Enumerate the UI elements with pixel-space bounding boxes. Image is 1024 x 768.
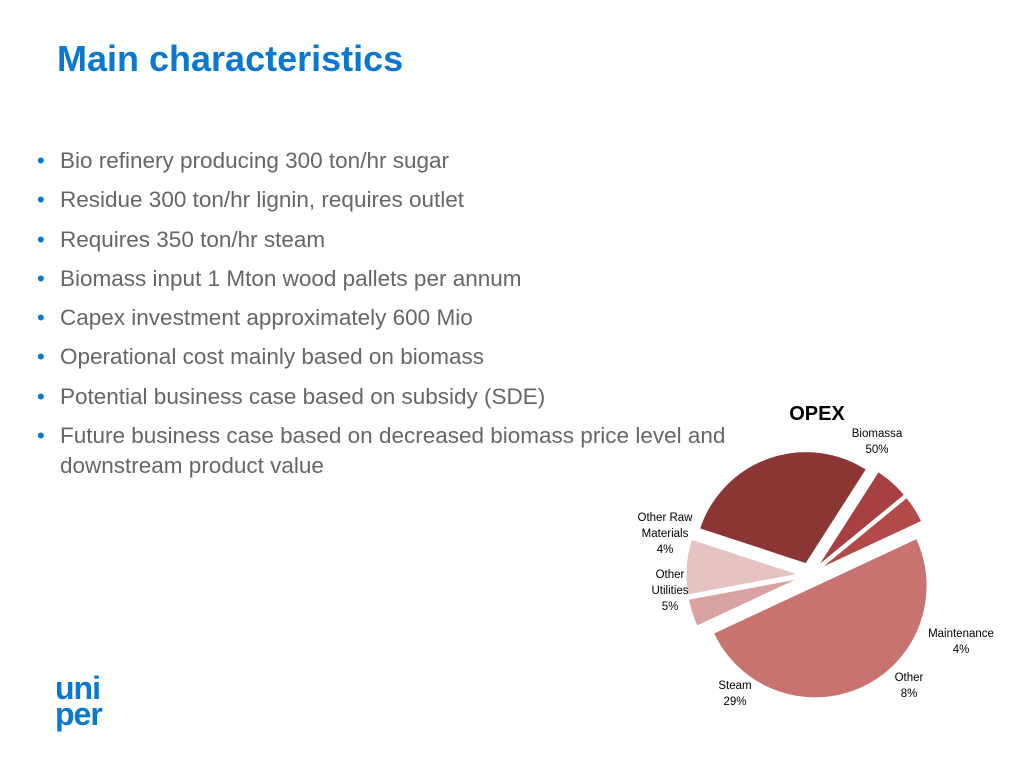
bullet-text: Future business case based on decreased …	[60, 423, 726, 479]
bullet-text: Residue 300 ton/hr lignin, requires outl…	[60, 187, 465, 213]
uniper-logo: uni per	[55, 670, 103, 732]
bullet-item: • Biomass input 1 Mton wood pallets per a…	[36, 264, 736, 294]
bullet-icon: •	[37, 383, 45, 409]
pie-label-steam: Steam 29%	[718, 680, 751, 708]
logo-line-2: per	[55, 696, 103, 732]
bullet-item: • Potential business case based on subsid…	[36, 382, 736, 412]
bullet-text: Capex investment approximately 600 Mio	[60, 305, 473, 331]
bullet-list: • Bio refinery producing 300 ton/hr sugar…	[36, 146, 736, 490]
opex-pie-chart: OPEX Biomassa 50% Maintenance 4%Other 8% Stea…	[638, 403, 994, 708]
pie-label-other-raw-materials: Other Raw Materials 4%	[638, 512, 694, 556]
bullet-text: Biomass input 1 Mton wood pallets per an…	[60, 265, 522, 291]
bullet-text: Bio refinery producing 300 ton/hr sugar	[60, 148, 449, 173]
pie-label-biomassa: Biomassa 50%	[852, 428, 903, 456]
pie-slice-steam	[698, 451, 868, 565]
bullet-icon: •	[37, 344, 45, 370]
pie-slice-maintenance	[687, 578, 799, 627]
bullet-icon: •	[37, 187, 45, 213]
bullet-icon: •	[37, 226, 45, 252]
bullet-item: • Capex investment approximately 600 Mio	[36, 303, 736, 333]
bullet-item: • Operational cost mainly based on biomas…	[36, 342, 736, 372]
pie-slices	[685, 451, 928, 699]
bullet-item: • Future business case based on decreased…	[36, 421, 736, 481]
bullet-icon: •	[37, 148, 45, 173]
page-title: Main characteristics	[57, 38, 404, 79]
bullet-icon: •	[37, 265, 45, 291]
bullet-text: Requires 350 ton/hr steam	[60, 226, 326, 252]
pie-slice-other-raw-materials	[819, 496, 923, 570]
bullet-icon: •	[37, 305, 45, 331]
pie-label-maintenance: Maintenance 4%	[928, 628, 994, 656]
pie-label-other: Other 8%	[895, 672, 924, 700]
bullet-text: Potential business case based on subsidy…	[60, 383, 546, 409]
bullet-item: • Residue 300 ton/hr lignin, requires out…	[36, 185, 736, 215]
logo-line-1: uni	[55, 670, 101, 706]
bullet-item: • Requires 350 ton/hr steam	[36, 225, 736, 255]
chart-title: OPEX	[789, 403, 845, 425]
bullet-icon: •	[37, 423, 45, 449]
pie-slice-other	[685, 538, 799, 596]
pie-labels: Biomassa 50% Maintenance 4%Other 8% Steam 29% O…	[638, 428, 994, 708]
pie-slice-biomassa	[712, 537, 928, 699]
pie-label-other-utilities: Other Utilities 5%	[651, 569, 688, 613]
bullet-item: • Bio refinery producing 300 ton/hr sugar	[36, 146, 736, 176]
bullet-text: Operational cost mainly based on biomass	[60, 344, 484, 370]
pie-slice-other-utilities	[817, 470, 906, 567]
